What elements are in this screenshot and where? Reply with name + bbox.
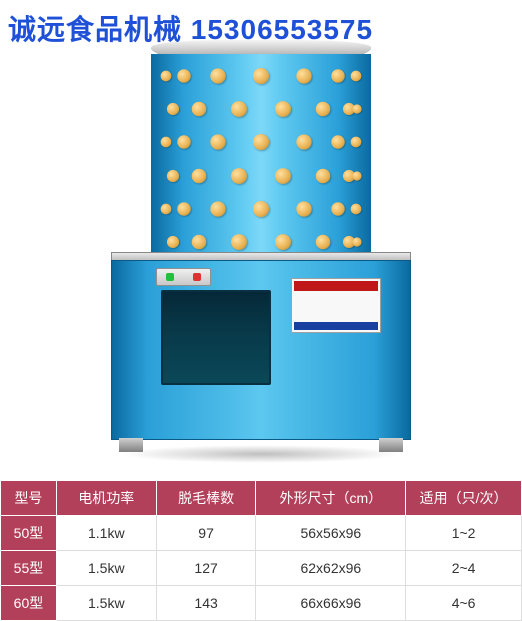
table-row: 50型1.1kw9756x56x961~2 xyxy=(1,516,522,551)
plucker-finger xyxy=(161,71,172,82)
cell-power: 1.5kw xyxy=(56,586,156,621)
col-power: 电机功率 xyxy=(56,481,156,516)
plucker-finger xyxy=(231,234,247,250)
table-row: 60型1.5kw14366x66x964~6 xyxy=(1,586,522,621)
plucker-finger xyxy=(352,105,361,114)
plucker-finger xyxy=(315,102,330,117)
col-fingers: 脱毛棒数 xyxy=(156,481,256,516)
drum-body xyxy=(151,54,371,264)
plucker-finger xyxy=(167,170,179,182)
plucker-finger xyxy=(161,203,172,214)
cell-fingers: 143 xyxy=(156,586,256,621)
plucker-finger xyxy=(210,135,225,150)
discharge-chute xyxy=(161,290,271,385)
watermark-text: 诚远食品机械 15306553575 xyxy=(8,8,373,48)
table-row: 55型1.5kw12762x62x962~4 xyxy=(1,551,522,586)
col-model: 型号 xyxy=(1,481,57,516)
plucker-finger xyxy=(177,136,190,149)
foot xyxy=(119,438,143,452)
col-size: 外形尺寸（cm） xyxy=(256,481,406,516)
power-off-button xyxy=(193,273,201,281)
plucker-finger xyxy=(352,171,361,180)
plucker-finger xyxy=(210,201,225,216)
plucker-finger xyxy=(350,71,361,82)
plucker-finger xyxy=(167,236,179,248)
plucker-finger xyxy=(210,68,225,83)
plucker-finger xyxy=(331,202,344,215)
cell-capacity: 4~6 xyxy=(406,586,522,621)
plucker-finger xyxy=(253,134,269,150)
cell-model: 50型 xyxy=(1,516,57,551)
product-image-area xyxy=(0,0,522,480)
plucker-finger xyxy=(315,235,330,250)
plucker-finger xyxy=(167,103,179,115)
cell-fingers: 127 xyxy=(156,551,256,586)
nameplate xyxy=(291,278,381,333)
plucker-finger xyxy=(275,234,291,250)
plucker-finger xyxy=(315,168,330,183)
col-capacity: 适用（只/次） xyxy=(406,481,522,516)
power-on-button xyxy=(166,273,174,281)
cell-fingers: 97 xyxy=(156,516,256,551)
control-panel xyxy=(156,268,211,286)
plucker-finger xyxy=(296,68,311,83)
cell-size: 66x66x96 xyxy=(256,586,406,621)
plucker-finger xyxy=(331,136,344,149)
feet-group xyxy=(111,438,411,452)
plucker-finger xyxy=(296,201,311,216)
plucker-finger xyxy=(275,101,291,117)
plucker-finger xyxy=(192,168,207,183)
plucker-finger xyxy=(231,101,247,117)
plucker-finger xyxy=(350,203,361,214)
plucker-finger xyxy=(296,135,311,150)
cell-size: 56x56x96 xyxy=(256,516,406,551)
plucker-finger xyxy=(192,102,207,117)
plucker-finger xyxy=(331,69,344,82)
plucker-finger xyxy=(231,168,247,184)
plucker-machine xyxy=(101,40,421,460)
plucker-finger xyxy=(192,235,207,250)
foot xyxy=(379,438,403,452)
cell-capacity: 2~4 xyxy=(406,551,522,586)
cell-model: 60型 xyxy=(1,586,57,621)
cell-power: 1.1kw xyxy=(56,516,156,551)
table-header-row: 型号 电机功率 脱毛棒数 外形尺寸（cm） 适用（只/次） xyxy=(1,481,522,516)
plucker-finger xyxy=(352,237,361,246)
plucker-finger xyxy=(177,69,190,82)
cell-capacity: 1~2 xyxy=(406,516,522,551)
plucker-finger xyxy=(161,137,172,148)
plucker-finger xyxy=(177,202,190,215)
plucker-finger xyxy=(350,137,361,148)
cell-size: 62x62x96 xyxy=(256,551,406,586)
plucker-finger xyxy=(275,168,291,184)
plucker-finger xyxy=(253,68,269,84)
plucker-finger xyxy=(253,201,269,217)
cell-power: 1.5kw xyxy=(56,551,156,586)
cell-model: 55型 xyxy=(1,551,57,586)
